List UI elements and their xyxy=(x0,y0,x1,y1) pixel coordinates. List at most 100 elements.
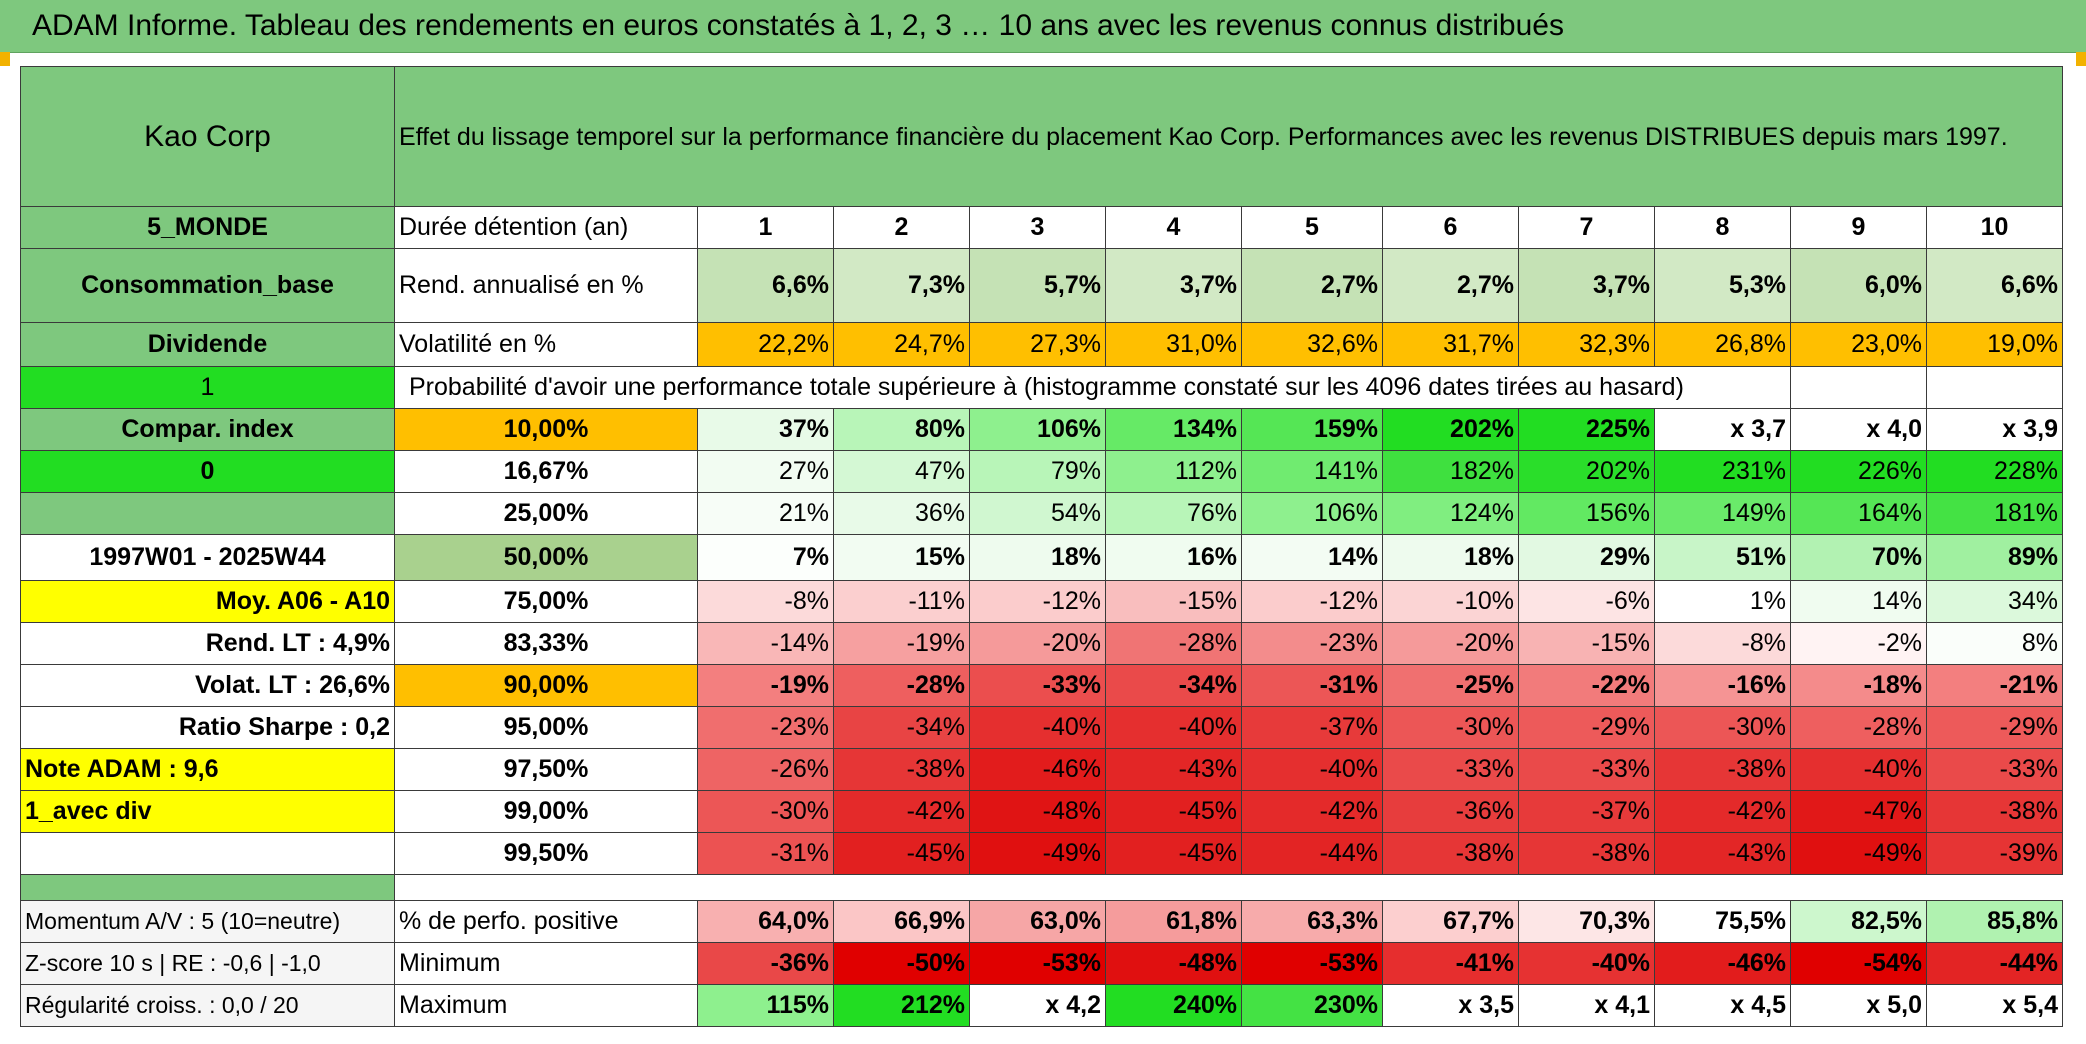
annualized-return-value: 3,7% xyxy=(1105,248,1242,323)
minimum-label: Minimum xyxy=(394,942,698,985)
average-label: Moy. A06 - A10 xyxy=(20,580,395,623)
quantile-value: -37% xyxy=(1241,706,1383,749)
quantile-value: -16% xyxy=(1654,664,1791,707)
quantile-value: -12% xyxy=(969,580,1106,623)
quantile-value: 18% xyxy=(969,534,1106,581)
volatility-label: Volatilité en % xyxy=(394,322,698,367)
quantile-value: -28% xyxy=(1790,706,1927,749)
annualized-return-value: 3,7% xyxy=(1518,248,1655,323)
year-header: 9 xyxy=(1790,206,1927,249)
positive-performance-value: 63,3% xyxy=(1241,900,1383,943)
quantile-value: -33% xyxy=(1382,748,1519,791)
maximum-value: 240% xyxy=(1105,984,1242,1027)
quantile-value: 54% xyxy=(969,492,1106,535)
quantile-value: 70% xyxy=(1790,534,1927,581)
annualized-return-label: Rend. annualisé en % xyxy=(394,248,698,323)
quantile-value: 228% xyxy=(1926,450,2063,493)
quantile-value: 79% xyxy=(969,450,1106,493)
quantile-threshold: 25,00% xyxy=(394,492,698,535)
quantile-value: 7% xyxy=(697,534,834,581)
quantile-value: -21% xyxy=(1926,664,2063,707)
year-header: 10 xyxy=(1926,206,2063,249)
quantile-value: x 4,0 xyxy=(1790,408,1927,451)
quantile-value: 37% xyxy=(697,408,834,451)
quantile-row: 99,50% -31% -45% -49% -45% -44% -38% -38% -43% -4… xyxy=(20,832,2063,875)
positive-performance-value: 63,0% xyxy=(969,900,1106,943)
maximum-value: x 4,5 xyxy=(1654,984,1791,1027)
quantile-value: -30% xyxy=(1382,706,1519,749)
quantile-value: -28% xyxy=(833,664,970,707)
quantile-value: -11% xyxy=(833,580,970,623)
positive-performance-value: 75,5% xyxy=(1654,900,1791,943)
quantile-value: 134% xyxy=(1105,408,1242,451)
quantile-value: -48% xyxy=(969,790,1106,833)
year-header: 7 xyxy=(1518,206,1655,249)
annualized-return-value: 6,6% xyxy=(697,248,834,323)
quantile-value: 112% xyxy=(1105,450,1242,493)
quantile-value: 231% xyxy=(1654,450,1791,493)
quantile-row: Note ADAM : 9,6 97,50% -26% -38% -46% -43% -40… xyxy=(20,748,2063,791)
maximum-value: x 3,5 xyxy=(1382,984,1519,1027)
quantile-value: -23% xyxy=(697,706,834,749)
minimum-value: -53% xyxy=(1241,942,1383,985)
positive-performance-value: 70,3% xyxy=(1518,900,1655,943)
quantile-value: 202% xyxy=(1518,450,1655,493)
probability-title-row: 1 Probabilité d'avoir une performance tot… xyxy=(20,366,2063,409)
quantile-threshold: 83,33% xyxy=(394,622,698,665)
header-row: Kao Corp Effet du lissage temporel sur l… xyxy=(20,66,2063,207)
maximum-value: x 5,0 xyxy=(1790,984,1927,1027)
quantile-value: -38% xyxy=(1518,832,1655,875)
minimum-value: -48% xyxy=(1105,942,1242,985)
maximum-value: 212% xyxy=(833,984,970,1027)
quantile-value: -45% xyxy=(1105,790,1242,833)
quantile-threshold: 16,67% xyxy=(394,450,698,493)
quantile-value: -15% xyxy=(1105,580,1242,623)
minimum-value: -41% xyxy=(1382,942,1519,985)
quantile-value: -2% xyxy=(1790,622,1927,665)
report-title: ADAM Informe. Tableau des rendements en … xyxy=(32,9,1564,42)
quantile-value: 149% xyxy=(1654,492,1791,535)
years-header-row: 5_MONDE Durée détention (an) 1 2 3 4 5 6 7 8 9 10 xyxy=(20,206,2063,249)
volatility-value: 19,0% xyxy=(1926,322,2063,367)
annualized-return-value: 5,3% xyxy=(1654,248,1791,323)
quantile-value: -45% xyxy=(1105,832,1242,875)
volatility-value: 26,8% xyxy=(1654,322,1791,367)
volatility-value: 31,0% xyxy=(1105,322,1242,367)
volatility-value: 24,7% xyxy=(833,322,970,367)
sector-label: Consommation_base xyxy=(20,248,395,323)
quantile-value: -31% xyxy=(697,832,834,875)
quantile-value: -40% xyxy=(969,706,1106,749)
maximum-value: 230% xyxy=(1241,984,1383,1027)
quantile-value: -33% xyxy=(969,664,1106,707)
quantile-value: 202% xyxy=(1382,408,1519,451)
quantile-threshold: 97,50% xyxy=(394,748,698,791)
annualized-return-value: 2,7% xyxy=(1382,248,1519,323)
quantile-value: -23% xyxy=(1241,622,1383,665)
quantile-value: 47% xyxy=(833,450,970,493)
positive-performance-value: 67,7% xyxy=(1382,900,1519,943)
corner-marker xyxy=(2076,52,2086,66)
dividend-label: Dividende xyxy=(20,322,395,367)
volatility-value: 23,0% xyxy=(1790,322,1927,367)
quantile-value: 21% xyxy=(697,492,834,535)
quantile-value: -38% xyxy=(833,748,970,791)
quantile-value: 181% xyxy=(1926,492,2063,535)
quantile-threshold: 75,00% xyxy=(394,580,698,623)
positive-performance-label: % de perfo. positive xyxy=(394,900,698,943)
quantile-value: 15% xyxy=(833,534,970,581)
quantile-row: Compar. index 10,00% 37% 80% 106% 134% 159% 202… xyxy=(20,408,2063,451)
quantile-value: -29% xyxy=(1518,706,1655,749)
quantile-value: -43% xyxy=(1654,832,1791,875)
quantile-value: 182% xyxy=(1382,450,1519,493)
quantile-value: 8% xyxy=(1926,622,2063,665)
annualized-return-value: 2,7% xyxy=(1241,248,1383,323)
quantile-value: -34% xyxy=(1105,664,1242,707)
volatility-value: 27,3% xyxy=(969,322,1106,367)
minimum-value: -44% xyxy=(1926,942,2063,985)
minimum-value: -53% xyxy=(969,942,1106,985)
quantile-value: -28% xyxy=(1105,622,1242,665)
positive-performance-row: Momentum A/V : 5 (10=neutre)% de perfo. … xyxy=(20,900,2063,943)
quantile-value: -46% xyxy=(969,748,1106,791)
quantile-row: Ratio Sharpe : 0,2 95,00% -23% -34% -40% -40%… xyxy=(20,706,2063,749)
quantile-value: 159% xyxy=(1241,408,1383,451)
